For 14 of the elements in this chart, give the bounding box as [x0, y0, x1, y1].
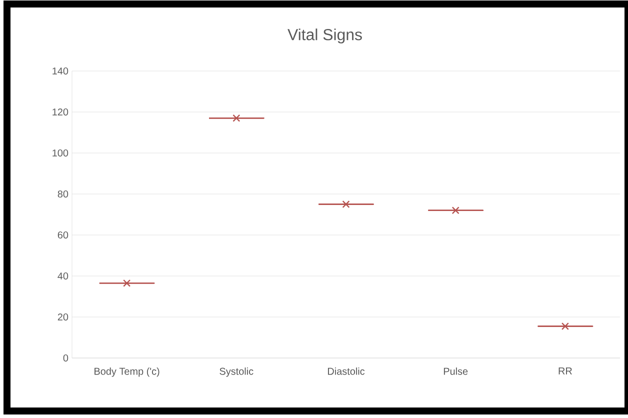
- x-tick-label: Body Temp ('c): [94, 368, 160, 377]
- x-tick-label: Systolic: [220, 368, 254, 377]
- y-tick-label: 80: [58, 190, 68, 198]
- y-tick-label: 100: [52, 149, 68, 157]
- y-tick-label: 60: [58, 231, 68, 239]
- y-tick-label: 20: [58, 313, 68, 321]
- y-tick-label: 140: [52, 67, 68, 75]
- y-tick-label: 40: [58, 272, 68, 280]
- chart-title: Vital Signs: [288, 28, 362, 44]
- x-tick-label: RR: [558, 368, 572, 374]
- x-tick-label: Pulse: [444, 368, 468, 375]
- y-tick-label: 0: [63, 354, 68, 362]
- x-tick-label: Diastolic: [328, 368, 365, 375]
- y-tick-label: 120: [52, 108, 68, 116]
